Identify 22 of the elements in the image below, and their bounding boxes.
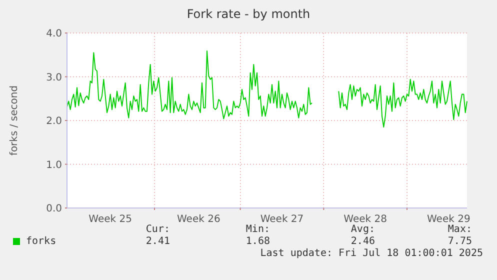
x-tick-label: Week 28 xyxy=(344,214,387,225)
text: 2.41 xyxy=(146,236,170,247)
text: Max: xyxy=(448,224,472,235)
text: Last update: Fri Jul 18 01:00:01 2025 xyxy=(260,248,483,259)
text: 1.68 xyxy=(246,236,270,247)
text: 2.46 xyxy=(350,236,375,247)
y-tick-label: 1.0 xyxy=(46,160,62,171)
text: 7.75 xyxy=(448,236,472,247)
legend-label: forks xyxy=(26,236,56,247)
y-axis-title: forks / second xyxy=(9,85,20,156)
text: Avg: xyxy=(350,224,375,235)
x-tick-label: Week 27 xyxy=(260,214,304,225)
x-tick-label: Week 26 xyxy=(177,214,220,225)
text: Cur: xyxy=(146,224,170,235)
x-tick-label: Week 25 xyxy=(88,214,132,225)
chart-title: Fork rate - by month xyxy=(186,7,310,21)
text: Min: xyxy=(246,224,270,235)
y-tick-label: 3.0 xyxy=(46,72,62,84)
x-tick-label: Week 29 xyxy=(427,214,470,225)
y-tick-label: 2.0 xyxy=(46,116,62,127)
y-tick-label: 0.0 xyxy=(46,204,62,214)
y-tick-label: 4.0 xyxy=(46,28,62,40)
